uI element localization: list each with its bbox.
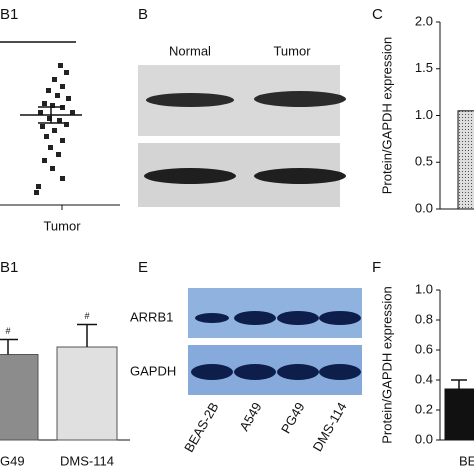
bar xyxy=(444,388,474,441)
band xyxy=(234,311,276,325)
panel-label: B1 xyxy=(0,259,18,276)
panel-label: F xyxy=(372,259,381,276)
x-tick-label: DMS-114 xyxy=(60,453,114,468)
annotation: # xyxy=(84,311,89,321)
band xyxy=(254,91,346,107)
band xyxy=(277,311,319,325)
lane-label: Tumor xyxy=(273,43,311,58)
y-tick-label: 0.2 xyxy=(415,401,433,416)
mean-sd xyxy=(20,106,82,124)
panel-label: C xyxy=(372,6,383,23)
panel-label: B xyxy=(138,6,148,23)
band xyxy=(319,311,361,325)
band xyxy=(254,168,346,184)
band xyxy=(191,364,233,380)
y-axis-label: Protein/GAPDH expression xyxy=(379,286,394,444)
bar xyxy=(0,354,39,441)
bar xyxy=(56,346,118,441)
x-tick-label: PG49 xyxy=(0,453,25,468)
y-tick-label: 0.0 xyxy=(415,200,433,215)
lane-label: DMS-114 xyxy=(310,400,350,454)
y-tick-label: 2.0 xyxy=(415,13,433,28)
lane-label: PG49 xyxy=(278,400,308,436)
y-axis-label: Protein/GAPDH expression xyxy=(379,37,394,195)
y-tick-label: 1.0 xyxy=(415,281,433,296)
y-tick-label: 1.5 xyxy=(415,60,433,75)
y-tick-label: 0.0 xyxy=(415,431,433,446)
x-label: Tumor xyxy=(43,218,81,233)
band xyxy=(144,168,236,184)
bar xyxy=(457,110,474,210)
y-tick-label: 0.8 xyxy=(415,311,433,326)
lane-label: BEAS-2B xyxy=(181,400,221,455)
y-tick-label: 0.5 xyxy=(415,154,433,169)
band xyxy=(146,93,234,107)
band xyxy=(319,364,361,380)
row-label: ARRB1 xyxy=(130,309,173,324)
y-tick-label: 0.4 xyxy=(415,371,433,386)
band xyxy=(277,364,319,380)
panel-label: B1 xyxy=(0,6,18,23)
lane-label: Normal xyxy=(169,43,211,58)
annotation: # xyxy=(5,326,10,336)
band xyxy=(195,313,229,323)
scatter-dots xyxy=(34,63,75,195)
lane-label: A549 xyxy=(236,400,264,434)
x-tick-label: BEAS xyxy=(459,453,474,468)
y-tick-label: 1.0 xyxy=(415,107,433,122)
y-tick-label: 0.6 xyxy=(415,341,433,356)
row-label: GAPDH xyxy=(130,363,176,378)
band xyxy=(234,364,276,380)
panel-label: E xyxy=(138,259,148,276)
